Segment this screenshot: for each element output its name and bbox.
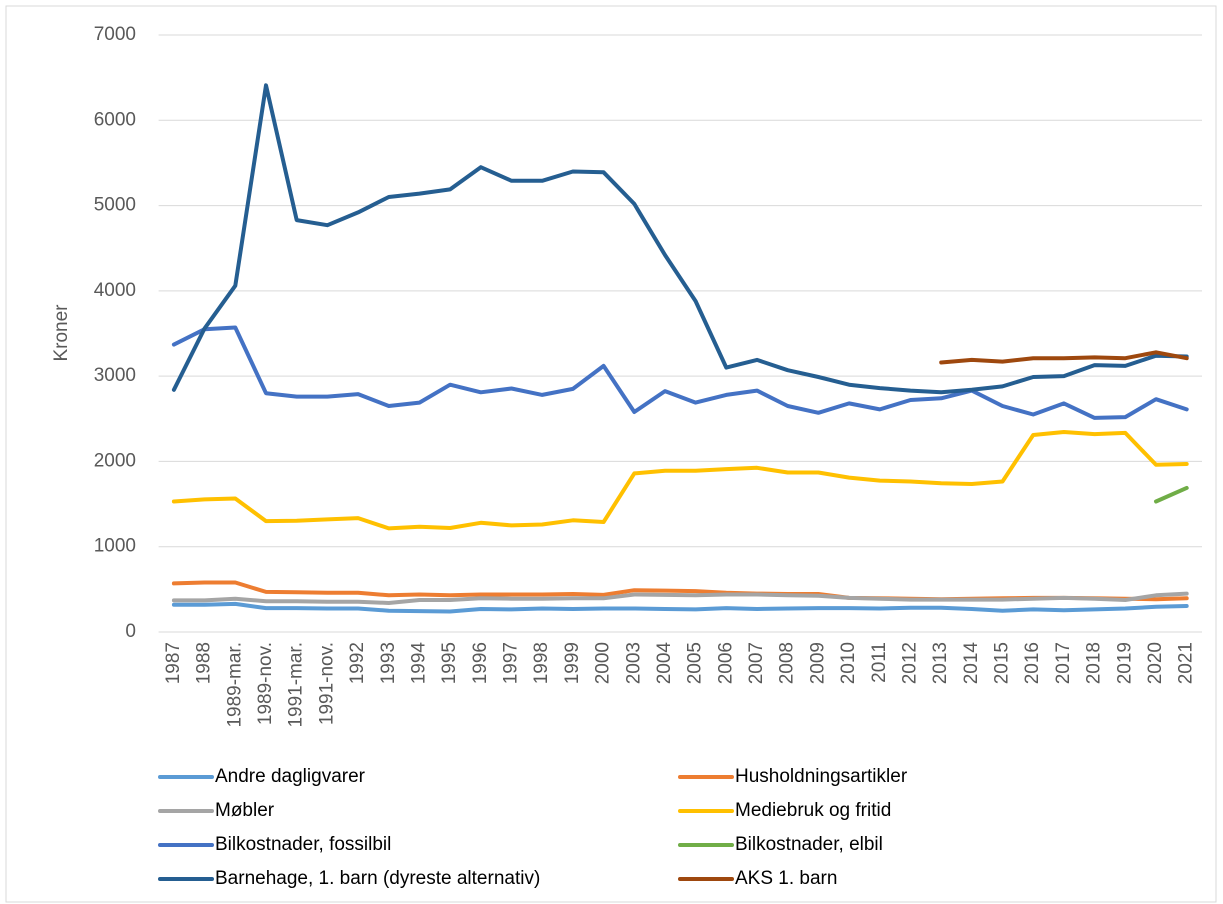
legend-label: Møbler	[215, 800, 275, 821]
legend-label: Barnehage, 1. barn (dyreste alternativ)	[215, 868, 540, 889]
y-tick-label: 3000	[94, 365, 136, 386]
x-tick-label: 2020	[1145, 642, 1166, 684]
x-tick-label: 2018	[1084, 642, 1105, 684]
x-tick-label: 1991-nov.	[316, 642, 337, 725]
x-tick-label: 2003	[623, 642, 644, 684]
y-tick-label: 2000	[94, 450, 136, 471]
x-tick-label: 1996	[470, 642, 491, 684]
y-axis-label: Kroner	[51, 304, 72, 362]
legend-label: Husholdningsartikler	[735, 766, 908, 787]
x-tick-label: 1994	[408, 642, 429, 685]
y-tick-label: 5000	[94, 195, 136, 216]
legend-label: Bilkostnader, fossilbil	[215, 834, 391, 855]
x-tick-label: 2012	[899, 642, 920, 684]
y-tick-label: 1000	[94, 536, 136, 557]
x-tick-label: 2014	[961, 642, 982, 685]
x-tick-label: 2006	[715, 642, 736, 684]
legend-label: Bilkostnader, elbil	[735, 834, 883, 855]
x-tick-label: 1999	[562, 642, 583, 684]
x-tick-label: 2010	[838, 642, 859, 684]
series-line	[171, 325, 1189, 420]
x-tick-label: 2017	[1053, 642, 1074, 684]
x-tick-label: 2013	[930, 642, 951, 684]
x-tick-label: 2011	[869, 642, 890, 683]
x-tick-label: 1987	[163, 642, 184, 684]
x-tick-label: 2000	[593, 642, 614, 684]
x-tick-label: 1997	[501, 642, 522, 684]
x-tick-label: 2007	[746, 642, 767, 684]
x-tick-label: 2021	[1176, 642, 1197, 684]
x-tick-label: 2019	[1114, 642, 1135, 684]
x-tick-label: 1989-nov.	[255, 642, 276, 725]
series-line	[171, 430, 1189, 531]
y-tick-label: 7000	[94, 24, 136, 45]
y-tick-label: 6000	[94, 109, 136, 130]
x-tick-label: 1991-mar.	[286, 642, 307, 728]
x-tick-label: 2009	[807, 642, 828, 684]
y-tick-label: 4000	[94, 280, 136, 301]
x-tick-label: 2016	[1022, 642, 1043, 684]
series-line	[939, 350, 1189, 365]
x-tick-label: 1988	[194, 642, 215, 684]
x-tick-label: 2004	[654, 642, 675, 685]
x-tick-label: 2005	[685, 642, 706, 684]
series-line	[1154, 485, 1189, 504]
legend-label: AKS 1. barn	[735, 868, 837, 889]
x-tick-label: 2015	[992, 642, 1013, 684]
x-tick-label: 1992	[347, 642, 368, 684]
x-tick-label: 2008	[777, 642, 798, 684]
series-line	[171, 83, 1189, 395]
series-line	[171, 601, 1189, 614]
x-tick-label: 1995	[439, 642, 460, 684]
x-tick-label: 1989-mar.	[224, 642, 245, 728]
legend-label: Mediebruk og fritid	[735, 800, 891, 821]
legend-label: Andre dagligvarer	[215, 766, 366, 787]
chart-frame	[5, 5, 1217, 903]
y-tick-label: 0	[125, 621, 136, 642]
x-tick-label: 1998	[531, 642, 552, 684]
series-line	[171, 591, 1189, 605]
x-tick-label: 1993	[378, 642, 399, 684]
